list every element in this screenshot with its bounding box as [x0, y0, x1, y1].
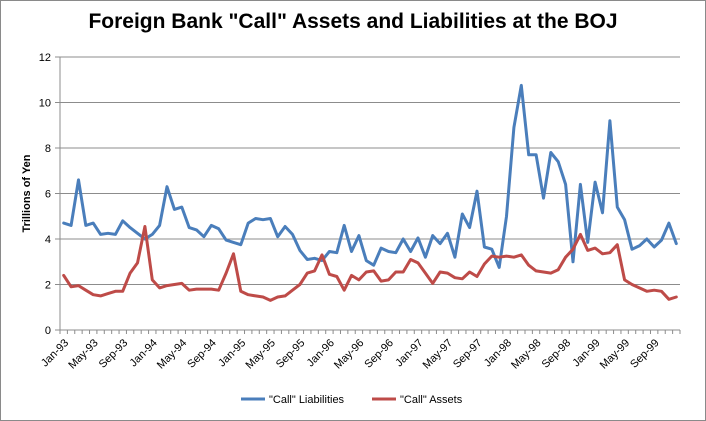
x-tick-label: Jan-95 — [216, 337, 248, 369]
x-tick-label: May-97 — [421, 337, 455, 371]
x-tick-label: Sep-97 — [451, 337, 485, 371]
series-lines — [62, 83, 678, 302]
x-tick-label: Sep-94 — [185, 337, 219, 371]
x-tick-label: May-96 — [332, 337, 366, 371]
x-axis-ticks: Jan-93May-93Sep-93Jan-94May-94Sep-94Jan-… — [39, 330, 681, 372]
y-tick-label: 12 — [39, 52, 51, 64]
x-tick-label: Jan-93 — [39, 337, 71, 369]
chart-title: Foreign Bank "Call" Assets and Liabiliti… — [88, 10, 618, 33]
y-tick-label: 4 — [45, 234, 51, 246]
legend-item-1: "Call" Assets — [372, 394, 463, 406]
y-tick-label: 2 — [45, 280, 51, 292]
x-tick-label: Sep-99 — [628, 337, 662, 371]
x-tick-label: Jan-99 — [570, 337, 602, 369]
y-tick-label: 10 — [39, 98, 51, 110]
x-tick-label: May-94 — [155, 337, 189, 371]
x-tick-label: Jan-96 — [305, 337, 337, 369]
x-tick-label: Sep-95 — [274, 337, 308, 371]
y-tick-label: 8 — [45, 143, 51, 155]
legend-label: "Call" Liabilities — [269, 394, 345, 406]
y-axis-label: Trillions of Yen — [21, 154, 33, 232]
x-tick-label: Sep-98 — [540, 337, 574, 371]
y-tick-label: 0 — [45, 325, 51, 337]
x-tick-label: May-98 — [509, 337, 543, 371]
x-tick-label: Sep-93 — [97, 337, 131, 371]
x-tick-label: Jan-98 — [482, 337, 514, 369]
x-tick-label: May-93 — [66, 337, 100, 371]
y-tick-label: 6 — [45, 189, 51, 201]
legend-item-0: "Call" Liabilities — [241, 394, 345, 406]
x-tick-label: Jan-94 — [128, 337, 160, 369]
y-axis-ticks: 0 2 4 6 8 10 12 — [39, 52, 60, 337]
x-tick-label: May-95 — [243, 337, 277, 371]
legend: "Call" Liabilities "Call" Assets — [241, 394, 463, 406]
legend-label: "Call" Assets — [400, 394, 463, 406]
x-tick-label: May-99 — [598, 337, 632, 371]
x-tick-label: Jan-97 — [393, 337, 425, 369]
series-line-1 — [62, 225, 678, 302]
axes — [59, 57, 680, 331]
gridlines — [60, 56, 680, 285]
x-tick-label: Sep-96 — [362, 337, 396, 371]
